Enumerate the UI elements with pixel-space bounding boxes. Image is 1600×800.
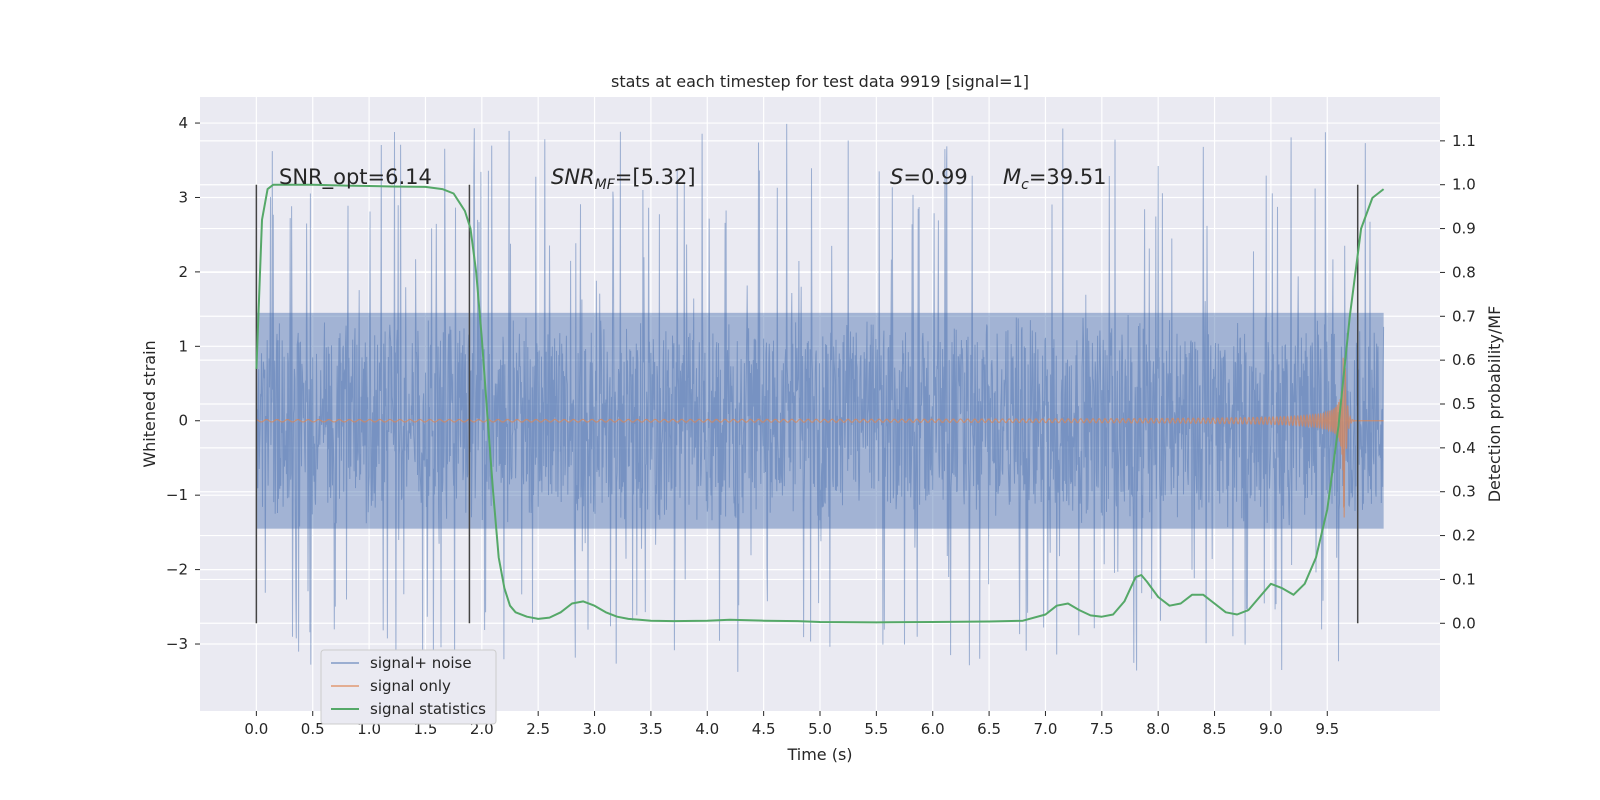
y-right-axis-label: Detection probability/MF xyxy=(1485,306,1504,503)
annotation-snr-mf: SNRMF=[5.32] xyxy=(551,165,696,193)
chart-title: stats at each timestep for test data 991… xyxy=(611,72,1029,91)
x-tick-label: 3.5 xyxy=(639,720,663,738)
x-tick-label: 9.0 xyxy=(1259,720,1283,738)
x-tick-label: 3.0 xyxy=(583,720,607,738)
annotation-mc: Mc=39.51 xyxy=(1003,165,1107,193)
x-tick-label: 8.5 xyxy=(1203,720,1227,738)
y-axis-ticks: 4 3 2 1 0 −1 −2 −3 xyxy=(166,114,200,653)
y-axis-label: Whitened strain xyxy=(140,340,159,467)
y-right-tick-label: 0.0 xyxy=(1452,614,1476,632)
y-right-tick-label: 0.9 xyxy=(1452,220,1476,238)
noise-trace xyxy=(255,123,1385,672)
y-right-tick-label: 1.0 xyxy=(1452,176,1476,194)
y-tick-label: −3 xyxy=(166,635,188,653)
x-tick-label: 0.5 xyxy=(301,720,325,738)
x-tick-label: 8.0 xyxy=(1146,720,1170,738)
x-tick-label: 9.5 xyxy=(1315,720,1339,738)
y-tick-label: 3 xyxy=(178,188,188,206)
series-signal-only xyxy=(256,357,1384,518)
x-tick-label: 5.0 xyxy=(808,720,832,738)
y-right-tick-label: 0.1 xyxy=(1452,570,1476,588)
annotation-s: S=0.99 xyxy=(890,165,968,189)
y-right-tick-label: 0.2 xyxy=(1452,527,1476,545)
noise-band xyxy=(256,312,1384,529)
y-tick-label: 1 xyxy=(178,337,188,355)
y-right-tick-label: 1.1 xyxy=(1452,132,1476,150)
y-right-tick-label: 0.8 xyxy=(1452,263,1476,281)
y-right-tick-label: 0.5 xyxy=(1452,395,1476,413)
legend-box xyxy=(320,649,497,725)
y-tick-label: 4 xyxy=(178,114,188,132)
y-right-tick-label: 0.4 xyxy=(1452,439,1476,457)
x-tick-label: 4.0 xyxy=(695,720,719,738)
y-right-tick-label: 0.6 xyxy=(1452,351,1476,369)
x-tick-label: 7.5 xyxy=(1090,720,1114,738)
legend-label-signal-plus-noise: signal+ noise xyxy=(370,654,472,672)
stat-line xyxy=(255,183,1385,624)
signal-trace xyxy=(256,357,1384,518)
x-axis-label: Time (s) xyxy=(786,745,852,764)
legend-label-signal-statistics: signal statistics xyxy=(370,700,486,718)
x-tick-label: 5.5 xyxy=(864,720,888,738)
x-tick-label: 2.5 xyxy=(526,720,550,738)
x-tick-label: 7.0 xyxy=(1034,720,1058,738)
x-axis-ticks: 0.0 0.5 1.0 1.5 2.0 2.5 3.0 3.5 4.0 4.5 5.0 5.5 6.0 6… xyxy=(244,711,1339,738)
legend: signal+ noise signal only signal statist… xyxy=(320,649,497,725)
series-signal-plus-noise xyxy=(255,123,1385,672)
y-right-axis-ticks: 1.1 1.0 0.9 0.8 0.7 0.6 0.5 0.4 0.3 0.2 0.1 0.0 xyxy=(1440,132,1476,632)
y-right-tick-label: 0.3 xyxy=(1452,483,1476,501)
x-tick-label: 0.0 xyxy=(244,720,268,738)
y-tick-label: −1 xyxy=(166,486,188,504)
y-tick-label: 2 xyxy=(178,263,188,281)
series-signal-statistics xyxy=(255,183,1385,624)
legend-label-signal-only: signal only xyxy=(370,677,451,695)
x-tick-label: 6.0 xyxy=(921,720,945,738)
x-tick-label: 4.5 xyxy=(752,720,776,738)
y-right-tick-label: 0.7 xyxy=(1452,307,1476,325)
y-tick-label: −2 xyxy=(166,561,188,579)
y-tick-label: 0 xyxy=(178,412,188,430)
annotation-snr-opt: SNR_opt=6.14 xyxy=(279,165,432,190)
x-tick-label: 6.5 xyxy=(977,720,1001,738)
